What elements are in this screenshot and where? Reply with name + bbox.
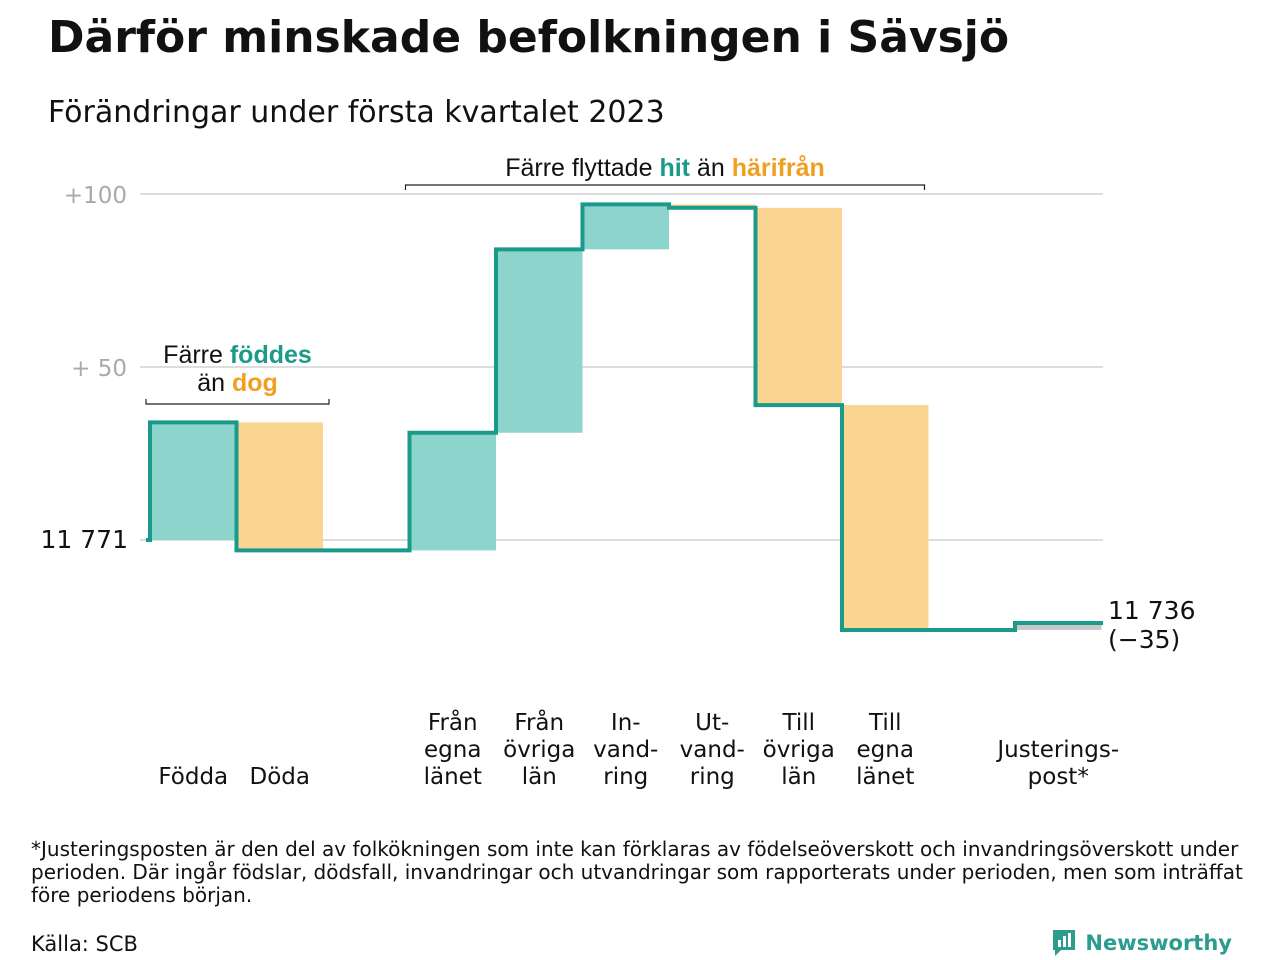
bar <box>842 405 929 630</box>
bars <box>150 204 1102 630</box>
annotation-text: än <box>197 369 232 397</box>
newsworthy-logo: Newsworthy <box>1051 928 1232 958</box>
bar <box>496 249 583 433</box>
category-label: vand- <box>680 737 745 763</box>
annotation-emphasis: hit <box>659 154 690 182</box>
end-value-label: 11 736 <box>1108 596 1195 625</box>
category-label: ring <box>690 764 735 790</box>
category-label: länet <box>856 764 914 790</box>
bar <box>150 422 237 540</box>
bar <box>755 207 842 406</box>
bar <box>1015 623 1102 630</box>
annotation-text: än <box>690 154 732 182</box>
category-label: Justerings- <box>995 737 1119 763</box>
annotation-emphasis: dog <box>232 369 278 397</box>
category-label: Till <box>781 710 815 736</box>
births-deaths-annotation-line2: än dog <box>197 369 278 397</box>
bar <box>236 422 323 551</box>
category-label: egna <box>857 737 914 763</box>
annotation-emphasis: föddes <box>230 341 312 369</box>
source-text: Källa: SCB <box>31 932 138 956</box>
bar <box>582 204 669 250</box>
annotation-text: Färre <box>163 341 230 369</box>
category-label: vand- <box>593 737 658 763</box>
logo-text: Newsworthy <box>1085 931 1232 955</box>
category-label: Till <box>868 710 902 736</box>
waterfall-step-line <box>146 202 1103 632</box>
start-value-label: 11 771 <box>41 525 128 554</box>
category-label: övriga <box>503 737 575 763</box>
newsworthy-icon <box>1053 930 1076 956</box>
category-label: Döda <box>250 764 310 790</box>
category-label: In- <box>611 710 641 736</box>
migration-annotation: Färre flyttade hit än härifrån <box>505 154 825 182</box>
annotation-text: Färre flyttade <box>505 154 659 182</box>
category-label: övriga <box>763 737 835 763</box>
births-deaths-bracket <box>145 399 330 405</box>
annotation-emphasis: härifrån <box>732 154 825 182</box>
bar <box>409 432 496 551</box>
chart-subtitle: Förändringar under första kvartalet 2023 <box>48 95 665 130</box>
births-deaths-annotation-line1: Färre föddes <box>163 341 312 369</box>
category-label: Från <box>514 708 564 736</box>
category-label: post* <box>1028 764 1089 790</box>
category-label: län <box>522 764 557 790</box>
y-tick-label: +100 <box>64 183 127 209</box>
end-change-label: (−35) <box>1108 625 1180 654</box>
footnote: *Justeringsposten är den del av folkökni… <box>31 837 1243 907</box>
running-total-line <box>146 202 1103 632</box>
category-label: ring <box>603 764 648 790</box>
category-label: Från <box>428 708 478 736</box>
category-label: Födda <box>158 764 228 790</box>
category-label: egna <box>424 737 481 763</box>
y-tick-label: + 50 <box>71 356 127 382</box>
migration-bracket <box>404 184 926 190</box>
category-label: Ut- <box>695 710 729 736</box>
chart-title: Därför minskade befolkningen i Sävsjö <box>48 12 1010 63</box>
category-label: län <box>781 764 816 790</box>
category-label: länet <box>424 764 482 790</box>
